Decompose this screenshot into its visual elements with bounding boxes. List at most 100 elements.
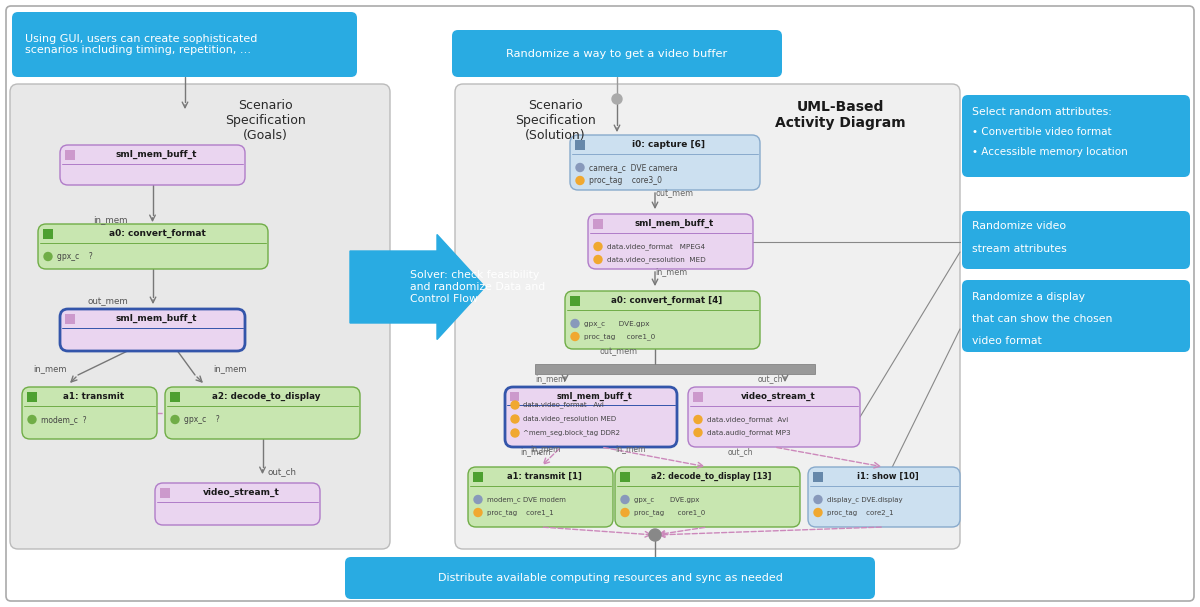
Circle shape (511, 415, 520, 423)
Text: in_mem: in_mem (530, 444, 560, 453)
Circle shape (814, 509, 822, 517)
Text: data.video_format  Avi: data.video_format Avi (707, 416, 788, 423)
Text: modem_c  ?: modem_c ? (41, 415, 86, 424)
Text: proc_tag    core2_1: proc_tag core2_1 (827, 509, 894, 516)
Text: Randomize video: Randomize video (972, 221, 1066, 231)
Circle shape (622, 495, 629, 503)
FancyBboxPatch shape (962, 95, 1190, 177)
FancyBboxPatch shape (565, 291, 760, 349)
Text: Randomize a display: Randomize a display (972, 292, 1085, 302)
Text: sml_mem_buff_t: sml_mem_buff_t (635, 219, 714, 228)
Text: a0: convert_format: a0: convert_format (108, 229, 205, 238)
Bar (814, 472, 823, 481)
Text: a2: decode_to_display [13]: a2: decode_to_display [13] (652, 472, 772, 481)
Text: data.video_resolution  MED: data.video_resolution MED (607, 256, 706, 263)
Circle shape (44, 253, 52, 260)
FancyBboxPatch shape (452, 30, 782, 77)
Text: a0: convert_format [4]: a0: convert_format [4] (611, 296, 722, 305)
Circle shape (622, 509, 629, 517)
Text: Select random attributes:: Select random attributes: (972, 107, 1112, 117)
Text: gpx_c    ?: gpx_c ? (58, 252, 92, 261)
FancyBboxPatch shape (60, 145, 245, 185)
Text: stream attributes: stream attributes (972, 244, 1067, 254)
Text: a1: transmit [1]: a1: transmit [1] (508, 472, 582, 481)
Text: data.video_format   MPEG4: data.video_format MPEG4 (607, 243, 706, 250)
Circle shape (594, 256, 602, 263)
Bar (160, 487, 170, 498)
FancyBboxPatch shape (570, 135, 760, 190)
Text: ^mem_seg.block_tag DDR2: ^mem_seg.block_tag DDR2 (523, 430, 620, 436)
Text: proc_tag      core1_0: proc_tag core1_0 (634, 509, 706, 516)
Bar (28, 392, 37, 401)
FancyBboxPatch shape (12, 12, 358, 77)
Bar (473, 472, 482, 481)
FancyBboxPatch shape (588, 214, 754, 269)
FancyArrow shape (350, 234, 485, 339)
Text: • Convertible video format: • Convertible video format (972, 127, 1111, 137)
FancyBboxPatch shape (468, 467, 613, 527)
Bar (570, 296, 580, 305)
Text: data.video_resolution MED: data.video_resolution MED (523, 416, 616, 422)
Bar (620, 472, 630, 481)
Bar (694, 392, 703, 401)
Text: display_c DVE.display: display_c DVE.display (827, 496, 902, 503)
Text: out_mem: out_mem (88, 297, 128, 307)
Circle shape (814, 495, 822, 503)
Text: gpx_c      DVE.gpx: gpx_c DVE.gpx (584, 320, 649, 327)
Circle shape (649, 529, 661, 541)
Text: proc_tag    core1_1: proc_tag core1_1 (487, 509, 553, 516)
Text: • Accessible memory location: • Accessible memory location (972, 147, 1128, 157)
Circle shape (571, 333, 580, 341)
FancyBboxPatch shape (808, 467, 960, 527)
Circle shape (694, 416, 702, 424)
Text: a1: transmit: a1: transmit (62, 392, 124, 401)
FancyBboxPatch shape (505, 387, 677, 447)
Text: out_ch: out_ch (268, 467, 298, 476)
Text: in_mem: in_mem (520, 447, 550, 456)
Circle shape (474, 509, 482, 517)
Text: video_stream_t: video_stream_t (203, 488, 280, 497)
FancyBboxPatch shape (346, 557, 875, 599)
Circle shape (612, 94, 622, 104)
FancyBboxPatch shape (155, 483, 320, 525)
Text: Solver: check feasibility
and randomize Data and
Control Flow: Solver: check feasibility and randomize … (410, 270, 545, 304)
Bar (535, 364, 815, 374)
Text: UML-Based
Activity Diagram: UML-Based Activity Diagram (775, 100, 905, 130)
Text: in_mem: in_mem (655, 268, 688, 277)
Circle shape (474, 495, 482, 503)
Text: out_mem: out_mem (655, 189, 694, 198)
Text: a2: decode_to_display: a2: decode_to_display (212, 392, 320, 401)
Text: in_mem: in_mem (535, 375, 565, 384)
Text: data.audio_format MP3: data.audio_format MP3 (707, 429, 791, 436)
Text: modem_c DVE modem: modem_c DVE modem (487, 496, 566, 503)
Text: out_ch: out_ch (727, 447, 752, 456)
Text: video format: video format (972, 336, 1042, 346)
FancyBboxPatch shape (616, 467, 800, 527)
Bar (65, 313, 74, 324)
Text: camera_c  DVE camera: camera_c DVE camera (589, 163, 678, 172)
Bar (575, 140, 586, 149)
Text: i0: capture [6]: i0: capture [6] (632, 140, 706, 149)
Circle shape (28, 416, 36, 424)
FancyBboxPatch shape (38, 224, 268, 269)
Text: in_mem: in_mem (94, 215, 127, 225)
Circle shape (576, 163, 584, 172)
Circle shape (172, 416, 179, 424)
FancyBboxPatch shape (455, 84, 960, 549)
FancyBboxPatch shape (962, 211, 1190, 269)
Text: Scenario
Specification
(Goals): Scenario Specification (Goals) (224, 98, 305, 141)
Text: sml_mem_buff_t: sml_mem_buff_t (115, 150, 197, 159)
Text: proc_tag     core1_0: proc_tag core1_0 (584, 333, 655, 340)
Circle shape (576, 177, 584, 185)
Text: Using GUI, users can create sophisticated
scenarios including timing, repetition: Using GUI, users can create sophisticate… (25, 34, 257, 55)
Text: sml_mem_buff_t: sml_mem_buff_t (115, 314, 197, 323)
FancyBboxPatch shape (60, 309, 245, 351)
Circle shape (571, 319, 580, 328)
Text: gpx_c       DVE.gpx: gpx_c DVE.gpx (634, 496, 700, 503)
Text: sml_mem_buff_t: sml_mem_buff_t (557, 392, 632, 401)
Text: gpx_c    ?: gpx_c ? (184, 415, 220, 424)
Text: in_mem: in_mem (614, 444, 646, 453)
Text: out_ch: out_ch (757, 375, 782, 384)
Circle shape (594, 243, 602, 251)
Circle shape (694, 429, 702, 436)
